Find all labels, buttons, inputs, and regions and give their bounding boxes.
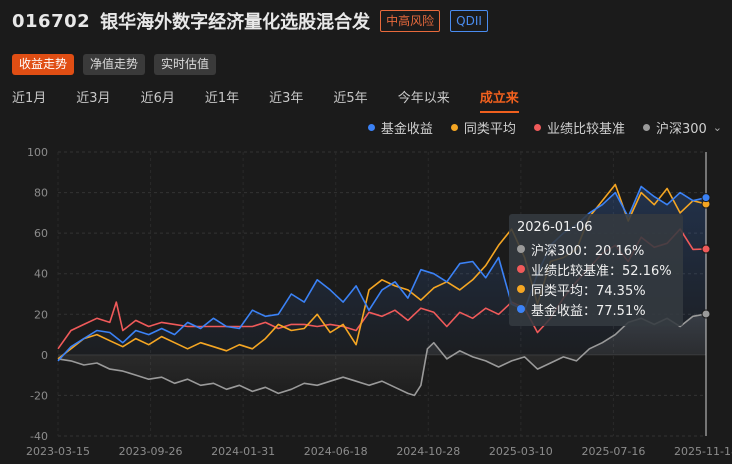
y-tick-label: 20: [34, 308, 48, 321]
tab-1-month[interactable]: 近1月: [12, 91, 47, 106]
x-tick-label: 2025-11-18: [674, 445, 732, 458]
x-tick-label: 2024-06-18: [304, 445, 368, 458]
tooltip-row-peer: 同类平均：74.35%: [517, 279, 675, 299]
legend-label-peer: 同类平均: [463, 122, 516, 137]
legend-label-fund: 基金收益: [380, 122, 433, 137]
tooltip-value-benchmark: 业绩比较基准：52.16%: [531, 263, 672, 279]
tooltip-row-hs300: 沪深300：20.16%: [517, 239, 675, 259]
hover-point-hs300: [701, 309, 711, 319]
tooltip-dot: [517, 265, 525, 273]
fund-code: 016702: [12, 10, 91, 32]
y-tick-label: 80: [34, 187, 48, 200]
tooltip-dot: [517, 285, 525, 293]
y-tick-label: 100: [27, 146, 48, 159]
legend-item-fund[interactable]: 基金收益: [367, 118, 433, 137]
legend-dot-peer: [450, 124, 458, 131]
tooltip-row-fund: 基金收益：77.51%: [517, 299, 675, 319]
x-tick-label: 2023-09-26: [119, 445, 183, 458]
tooltip-date: 2026-01-06: [517, 220, 593, 235]
y-tick-label: -40: [30, 430, 48, 443]
tab-nav-trend[interactable]: 净值走势: [83, 54, 146, 75]
legend-item-benchmark[interactable]: 业绩比较基准: [533, 118, 625, 137]
legend-label-hs300: 沪深300: [655, 122, 707, 137]
tab-realtime-estimate[interactable]: 实时估值: [154, 54, 217, 75]
x-tick-label: 2024-01-31: [211, 445, 275, 458]
period-tabs: 近1月 近3月 近6月 近1年 近3年 近5年 今年以来 成立来: [12, 88, 549, 113]
hover-point-fund: [701, 193, 711, 203]
x-tick-label: 2024-10-28: [396, 445, 460, 458]
hover-point-benchmark: [701, 244, 711, 254]
legend-item-peer[interactable]: 同类平均: [450, 118, 516, 137]
view-tabs: 收益走势 净值走势 实时估值: [12, 54, 225, 75]
y-tick-label: 40: [34, 268, 48, 281]
tooltip-dot: [517, 245, 525, 253]
x-tick-label: 2025-03-10: [489, 445, 553, 458]
tab-3-months[interactable]: 近3月: [76, 91, 111, 106]
tab-return-trend[interactable]: 收益走势: [12, 54, 75, 75]
series-area-hs300: [58, 314, 706, 396]
series-line-fund: [57, 185, 707, 362]
tab-1-year[interactable]: 近1年: [204, 91, 240, 106]
series-line-peer: [57, 183, 707, 360]
tab-6-months[interactable]: 近6月: [140, 91, 175, 106]
x-tick-label: 2023-03-15: [26, 445, 90, 458]
tab-3-years[interactable]: 近3年: [269, 91, 304, 106]
chart-tooltip: 2026-01-06 沪深300：20.16% 业绩比较基准：52.16% 同类…: [509, 214, 683, 326]
tab-since-inception[interactable]: 成立来: [479, 88, 519, 113]
tooltip-value-fund: 基金收益：77.51%: [531, 303, 646, 319]
fund-type-badge: QDII: [450, 10, 488, 32]
risk-badge: 中高风险: [380, 10, 441, 32]
fund-name: 银华海外数字经济量化选股混合发: [100, 12, 371, 33]
legend-dot-hs300: [642, 124, 650, 131]
legend-dot-fund: [367, 124, 375, 131]
fund-header: 016702 银华海外数字经济量化选股混合发 中高风险 QDII: [12, 8, 488, 34]
tab-5-years[interactable]: 近5年: [333, 91, 368, 106]
x-tick-label: 2025-07-16: [581, 445, 645, 458]
tooltip-row-benchmark: 业绩比较基准：52.16%: [517, 259, 675, 279]
y-tick-label: 0: [41, 349, 48, 362]
tooltip-dot: [517, 305, 525, 313]
tooltip-value-hs300: 沪深300：20.16%: [531, 243, 645, 259]
tab-year-to-date[interactable]: 今年以来: [397, 91, 450, 106]
y-tick-label: -20: [30, 389, 48, 402]
series-line-hs300: [57, 313, 707, 397]
legend-label-benchmark: 业绩比较基准: [546, 122, 625, 137]
chevron-down-icon[interactable]: ⌄: [712, 121, 722, 134]
tooltip-value-peer: 同类平均：74.35%: [531, 283, 646, 299]
y-tick-label: 60: [34, 227, 48, 240]
legend-dot-benchmark: [533, 124, 541, 131]
chart-legend: 基金收益 同类平均 业绩比较基准 沪深300 ⌄: [350, 118, 722, 137]
legend-item-hs300[interactable]: 沪深300 ⌄: [642, 118, 722, 137]
